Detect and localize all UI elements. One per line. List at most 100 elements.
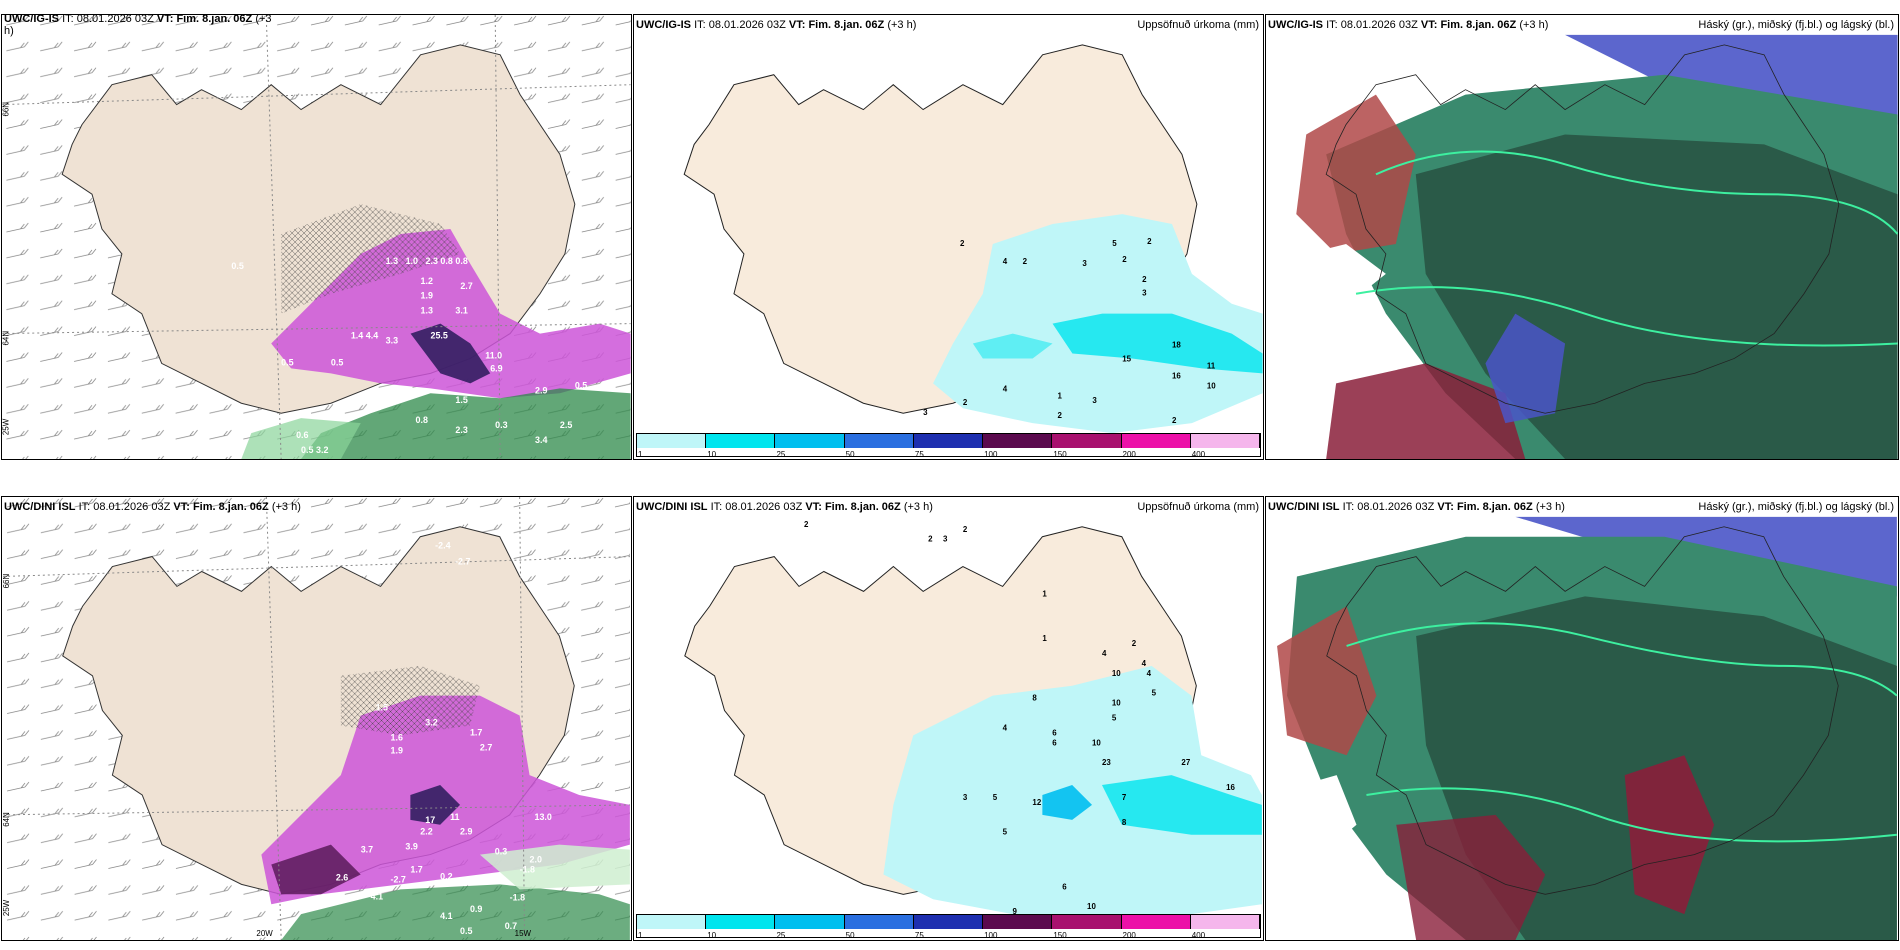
legend-label: 10 xyxy=(707,450,717,459)
value-label: 10 xyxy=(1207,381,1216,390)
precip-value-labels: 0.5 1.3 1.0 2.3 0.8 0.81.21.92.71.3 3.11.4 4.4 3… xyxy=(231,256,587,455)
value-label: 2 xyxy=(1058,411,1063,420)
value-label: 11.0 xyxy=(485,350,502,360)
grid-lat xyxy=(3,804,630,816)
color-legend: 1 10 25 50 75 100 150 200 400 xyxy=(636,914,1261,940)
value-label: 10 xyxy=(1087,902,1096,911)
value-label: 1.5 xyxy=(376,703,388,713)
value-label: 4 xyxy=(1147,669,1152,678)
value-label: 6 xyxy=(1062,882,1067,891)
value-label: 5 xyxy=(1003,828,1008,837)
lat-label: 64N xyxy=(2,812,11,827)
value-label: 11 xyxy=(450,812,459,822)
panel-header: UWC/DINI ISL IT: 08.01.2026 03Z VT: Fim.… xyxy=(4,501,301,513)
value-label: 2.9 xyxy=(460,827,472,837)
value-label: 3 xyxy=(1082,259,1087,268)
legend-label: 50 xyxy=(845,931,855,940)
value-label: 2 xyxy=(1132,639,1137,648)
snow-hatch xyxy=(281,204,461,314)
value-label: 2.7 xyxy=(460,281,472,291)
value-label: 3.4 xyxy=(535,435,547,445)
value-label: 3.9 xyxy=(405,842,417,852)
value-label: 11 xyxy=(1207,361,1216,370)
color-legend: 1 10 25 50 75 100 150 200 400 xyxy=(636,433,1261,459)
value-label: 3 xyxy=(1092,396,1097,405)
legend-swatch: 200 xyxy=(1121,434,1191,459)
value-label: 5 xyxy=(993,793,998,802)
legend-label: 25 xyxy=(776,931,786,940)
legend-swatch: 150 xyxy=(1052,915,1122,940)
panel-header: UWC/DINI ISL IT: 08.01.2026 03Z VT: Fim.… xyxy=(1268,501,1565,513)
value-label: 2 xyxy=(1023,257,1028,266)
value-label: 4 xyxy=(1003,723,1008,732)
value-label: 1.7 xyxy=(470,727,482,737)
value-label: 0.8 xyxy=(416,415,428,425)
value-label: 2.3 xyxy=(455,425,467,435)
iceland-coast xyxy=(1326,526,1839,895)
legend-swatch: 400 xyxy=(1190,434,1260,459)
value-label: 2 xyxy=(1147,237,1152,246)
value-label: 3 xyxy=(963,793,968,802)
value-label: 2 xyxy=(963,525,968,534)
grid-lat xyxy=(3,556,630,577)
precip-value-labels: -2.4 -2.7 1.5 3.2 1.6 1.9 1.7 2.7 17 11 2.2 2.9 13.0… xyxy=(336,541,552,936)
legend-swatch: 1 xyxy=(637,434,707,459)
precip-green xyxy=(281,884,630,940)
legend-swatch: 100 xyxy=(983,915,1053,940)
value-label: 2 xyxy=(960,239,965,248)
value-label: 10 xyxy=(1092,738,1101,747)
lon-label: 15W xyxy=(515,929,532,938)
value-label: 1.4 xyxy=(351,331,363,341)
value-label: 1.5 xyxy=(455,395,467,405)
map-canvas: 66N 64N 25W 0.5 1.3 1.0 2.3 0.8 0.81.21.92.71… xyxy=(2,15,631,459)
legend-swatch: 10 xyxy=(706,915,776,940)
precip-dark-core xyxy=(410,785,461,825)
value-label: 16 xyxy=(1226,783,1235,792)
value-label: 0.5 xyxy=(575,380,587,390)
precip-dark-core xyxy=(410,323,491,384)
value-label: 0.5 xyxy=(301,445,313,455)
value-label: -2.7 xyxy=(455,557,470,567)
value-label: 15 xyxy=(1122,354,1131,363)
legend-swatch: 400 xyxy=(1190,915,1260,940)
value-label: 2 xyxy=(804,520,809,529)
value-label: 1.3 xyxy=(421,306,433,316)
high-cloud-red-sw xyxy=(1396,814,1546,940)
precip-dark-core-w xyxy=(271,844,361,895)
value-label: 13.0 xyxy=(535,812,552,822)
value-label: 4.1 xyxy=(371,891,383,901)
value-label: 0.9 xyxy=(470,904,482,914)
value-label: 1.9 xyxy=(421,291,433,301)
value-label: 1.2 xyxy=(421,276,433,286)
value-label: 9 xyxy=(1013,907,1018,916)
value-label: 4 xyxy=(1003,384,1008,393)
legend-label: 200 xyxy=(1122,931,1136,940)
cloud-map-canvas xyxy=(1267,497,1898,940)
legend-swatch: 50 xyxy=(844,434,914,459)
value-label: 0.2 xyxy=(440,871,452,881)
value-label: 2.2 xyxy=(420,827,432,837)
panel-ig-is-clouds: UWC/IG-IS IT: 08.01.2026 03Z VT: Fim. 8.… xyxy=(1265,14,1899,460)
value-label: 18 xyxy=(1172,341,1181,350)
value-label: 3.2 xyxy=(425,717,437,727)
low-cloud-blue-s xyxy=(1485,313,1566,424)
value-label: 12 xyxy=(1032,798,1041,807)
panel-header: UWC/IG-IS IT: 08.01.2026 03Z VT: Fim. 8.… xyxy=(4,14,272,37)
value-label: 2 xyxy=(1172,416,1177,425)
value-label: 1.0 xyxy=(406,256,418,266)
value-label: 2 xyxy=(928,535,933,544)
outline-green xyxy=(1346,622,1898,697)
panel-header: UWC/DINI ISL IT: 08.01.2026 03Z VT: Fim.… xyxy=(636,501,933,513)
outline-green xyxy=(1355,286,1898,347)
value-label: 2 xyxy=(963,398,968,407)
precip-cyan-strip xyxy=(972,333,1053,359)
value-label: 1 xyxy=(1042,634,1047,643)
value-label: 7 xyxy=(1122,793,1127,802)
value-label: 8 xyxy=(1032,694,1037,703)
value-label: 1 xyxy=(1058,391,1063,400)
legend-label: 400 xyxy=(1191,931,1206,940)
value-label: 0.5 xyxy=(460,926,472,936)
legend-label: 150 xyxy=(1053,931,1067,940)
precip-cyan-core xyxy=(1042,785,1093,820)
